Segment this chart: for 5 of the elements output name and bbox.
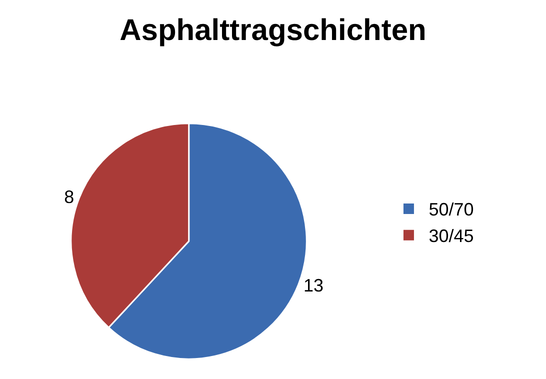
chart-title: Asphalttragschichten [120,14,426,47]
legend-label: 50/70 [428,200,474,220]
data-label: 13 [304,276,324,296]
legend-label: 30/45 [428,226,474,246]
data-label: 8 [64,186,74,207]
